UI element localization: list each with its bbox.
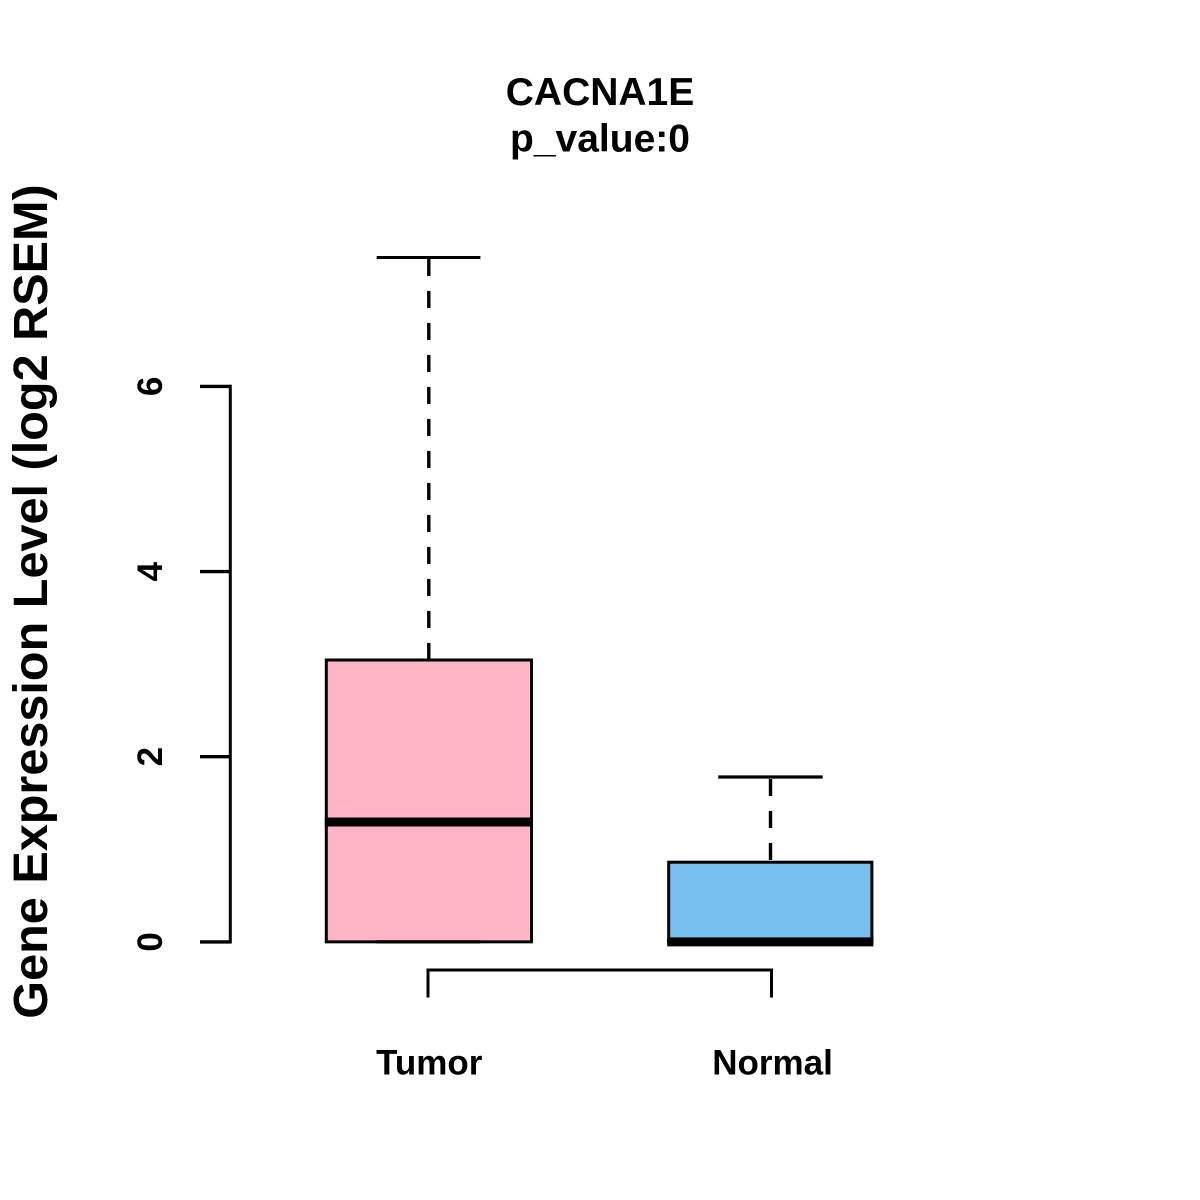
- svg-text:Normal: Normal: [712, 1044, 833, 1083]
- svg-text:CACNA1E: CACNA1E: [506, 71, 695, 114]
- svg-text:Tumor: Tumor: [376, 1044, 483, 1083]
- svg-text:p_value:0: p_value:0: [510, 118, 690, 161]
- svg-text:4: 4: [131, 561, 170, 581]
- svg-text:Gene Expression Level (log2 RS: Gene Expression Level (log2 RSEM): [4, 184, 58, 1018]
- svg-text:0: 0: [131, 932, 170, 951]
- svg-text:2: 2: [131, 747, 170, 766]
- svg-text:6: 6: [131, 377, 170, 396]
